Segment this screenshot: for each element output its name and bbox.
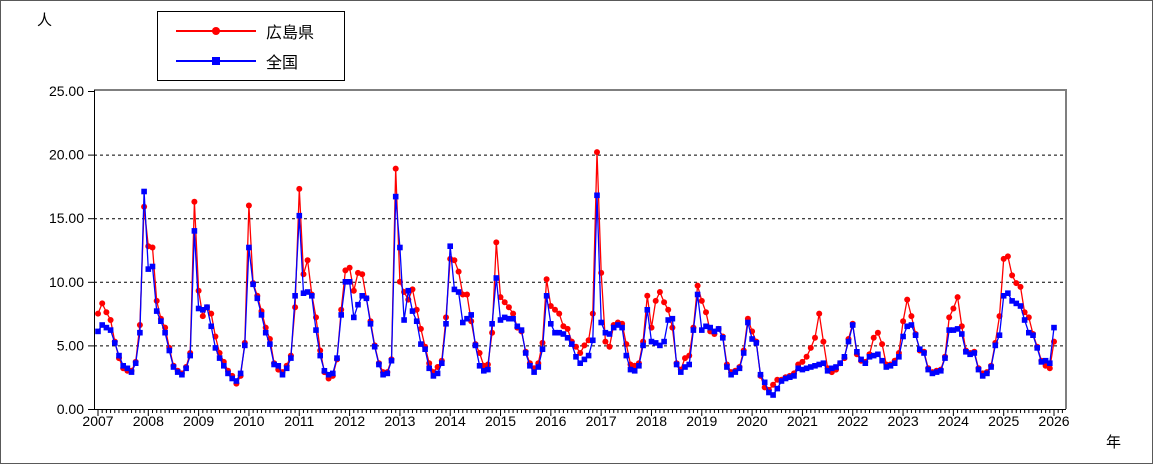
- series-national: [95, 188, 1057, 398]
- y-axis: 0.00 5.00 10.00 15.00 20.00 25.00: [49, 83, 94, 417]
- blue-square-marker-icon: [212, 57, 220, 65]
- plot-border: [94, 89, 1067, 410]
- svg-text:2015: 2015: [485, 413, 516, 429]
- legend-item-hiroshima: 広島県: [176, 18, 344, 44]
- legend-label: 全国: [266, 55, 299, 72]
- svg-text:25.00: 25.00: [49, 83, 84, 99]
- chart-legend: 広島県 全国: [157, 11, 345, 81]
- svg-text:2009: 2009: [183, 413, 214, 429]
- svg-text:0.00: 0.00: [57, 401, 84, 417]
- svg-text:2025: 2025: [988, 413, 1019, 429]
- svg-text:2019: 2019: [686, 413, 717, 429]
- svg-text:15.00: 15.00: [49, 210, 84, 226]
- svg-text:2008: 2008: [133, 413, 164, 429]
- gridlines: [94, 154, 1066, 347]
- svg-text:2011: 2011: [284, 413, 314, 429]
- svg-text:2026: 2026: [1038, 413, 1069, 429]
- svg-text:2018: 2018: [636, 413, 667, 429]
- svg-text:20.00: 20.00: [49, 147, 84, 163]
- red-circle-marker-icon: [212, 27, 220, 35]
- svg-text:2017: 2017: [586, 413, 617, 429]
- svg-text:2014: 2014: [435, 413, 466, 429]
- svg-text:10.00: 10.00: [49, 274, 84, 290]
- legend-line-sample-blue: [176, 56, 256, 66]
- svg-text:2023: 2023: [887, 413, 918, 429]
- svg-text:2021: 2021: [787, 413, 818, 429]
- legend-label: 広島県: [266, 25, 315, 42]
- svg-text:2012: 2012: [334, 413, 365, 429]
- legend-item-national: 全国: [176, 48, 344, 74]
- svg-text:2013: 2013: [384, 413, 415, 429]
- svg-text:2022: 2022: [837, 413, 868, 429]
- x-axis: 2007 2008 2009 2010 2011 2012 2013 2014 2015 2016…: [82, 409, 1070, 429]
- svg-text:2016: 2016: [535, 413, 566, 429]
- y-axis-title: 人: [37, 12, 53, 29]
- x-axis-title: 年: [1106, 434, 1122, 451]
- svg-text:2010: 2010: [233, 413, 264, 429]
- svg-text:5.00: 5.00: [57, 337, 84, 353]
- legend-line-sample-red: [176, 26, 256, 36]
- svg-text:2020: 2020: [737, 413, 768, 429]
- svg-text:2007: 2007: [82, 413, 113, 429]
- svg-text:2024: 2024: [938, 413, 969, 429]
